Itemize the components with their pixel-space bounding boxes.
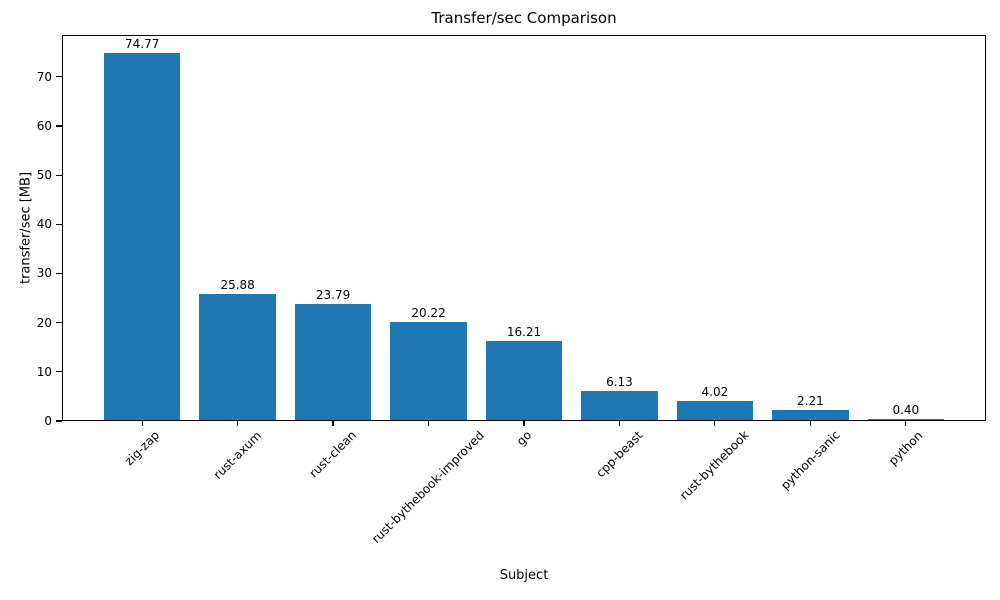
bar-value-label: 25.88 <box>220 277 255 292</box>
x-tick-label-zig-zap: zig-zap <box>121 428 162 469</box>
y-tick-label: 20 <box>36 315 52 330</box>
y-tick-label: 60 <box>36 118 52 133</box>
bar-zig-zap <box>104 53 181 421</box>
bar-value-label: 4.02 <box>701 385 729 400</box>
x-tick-label-rust-clean: rust-clean <box>306 427 359 481</box>
bar-cpp-beast <box>581 390 658 421</box>
y-tick-label: 50 <box>36 168 52 183</box>
bar-value-label: 20.22 <box>411 305 446 320</box>
x-tick-label-go: go <box>513 427 534 449</box>
bar-python <box>867 419 944 421</box>
y-tick-mark <box>56 76 62 78</box>
x-tick-mark <box>237 421 239 426</box>
y-tick-label: 0 <box>44 414 52 428</box>
bar-go <box>485 341 563 421</box>
bar-python-sanic <box>772 410 849 421</box>
bar-rust-bythebook-improved <box>390 321 467 421</box>
y-tick-mark <box>56 272 62 275</box>
bar-rust-bythebook <box>676 401 754 421</box>
bar-rust-axum <box>199 293 276 421</box>
x-axis-label: Subject <box>499 568 549 583</box>
bar-rust-clean <box>294 304 372 421</box>
x-tick-label-rust-bythebook-improved: rust-bythebook-improved <box>369 428 487 546</box>
x-tick-label-cpp-beast: cpp-beast <box>593 427 646 480</box>
bar-value-label: 0.40 <box>892 403 920 418</box>
y-tick-mark <box>56 223 62 225</box>
bar-value-label: 74.77 <box>124 37 160 52</box>
x-tick-mark <box>427 421 430 426</box>
x-tick-mark <box>141 421 143 426</box>
y-tick-label: 10 <box>36 364 52 379</box>
x-tick-label-python: python <box>885 427 926 468</box>
y-tick-label: 40 <box>36 217 52 232</box>
bar-value-label: 2.21 <box>797 394 824 409</box>
x-tick-mark <box>714 421 716 426</box>
bar-value-label: 6.13 <box>606 374 633 389</box>
y-tick-label: 70 <box>36 69 52 84</box>
x-tick-mark <box>523 421 525 426</box>
x-tick-mark <box>905 421 907 426</box>
x-tick-mark <box>809 421 811 426</box>
bar-value-label: 23.79 <box>315 288 351 303</box>
bar-value-label: 16.21 <box>506 325 542 340</box>
y-tick-mark <box>56 322 62 324</box>
chart-title: Transfer/sec Comparison <box>431 9 617 27</box>
y-tick-mark <box>56 125 62 127</box>
x-tick-label-python-sanic: python-sanic <box>777 427 843 493</box>
x-tick-mark <box>332 421 334 426</box>
x-tick-label-rust-bythebook: rust-bythebook <box>677 428 752 503</box>
x-tick-label-rust-axum: rust-axum <box>210 428 264 482</box>
y-tick-label: 30 <box>36 266 52 281</box>
y-tick-mark <box>56 420 62 422</box>
y-tick-mark <box>56 174 62 176</box>
y-tick-mark <box>56 371 62 373</box>
x-tick-mark <box>618 421 621 426</box>
